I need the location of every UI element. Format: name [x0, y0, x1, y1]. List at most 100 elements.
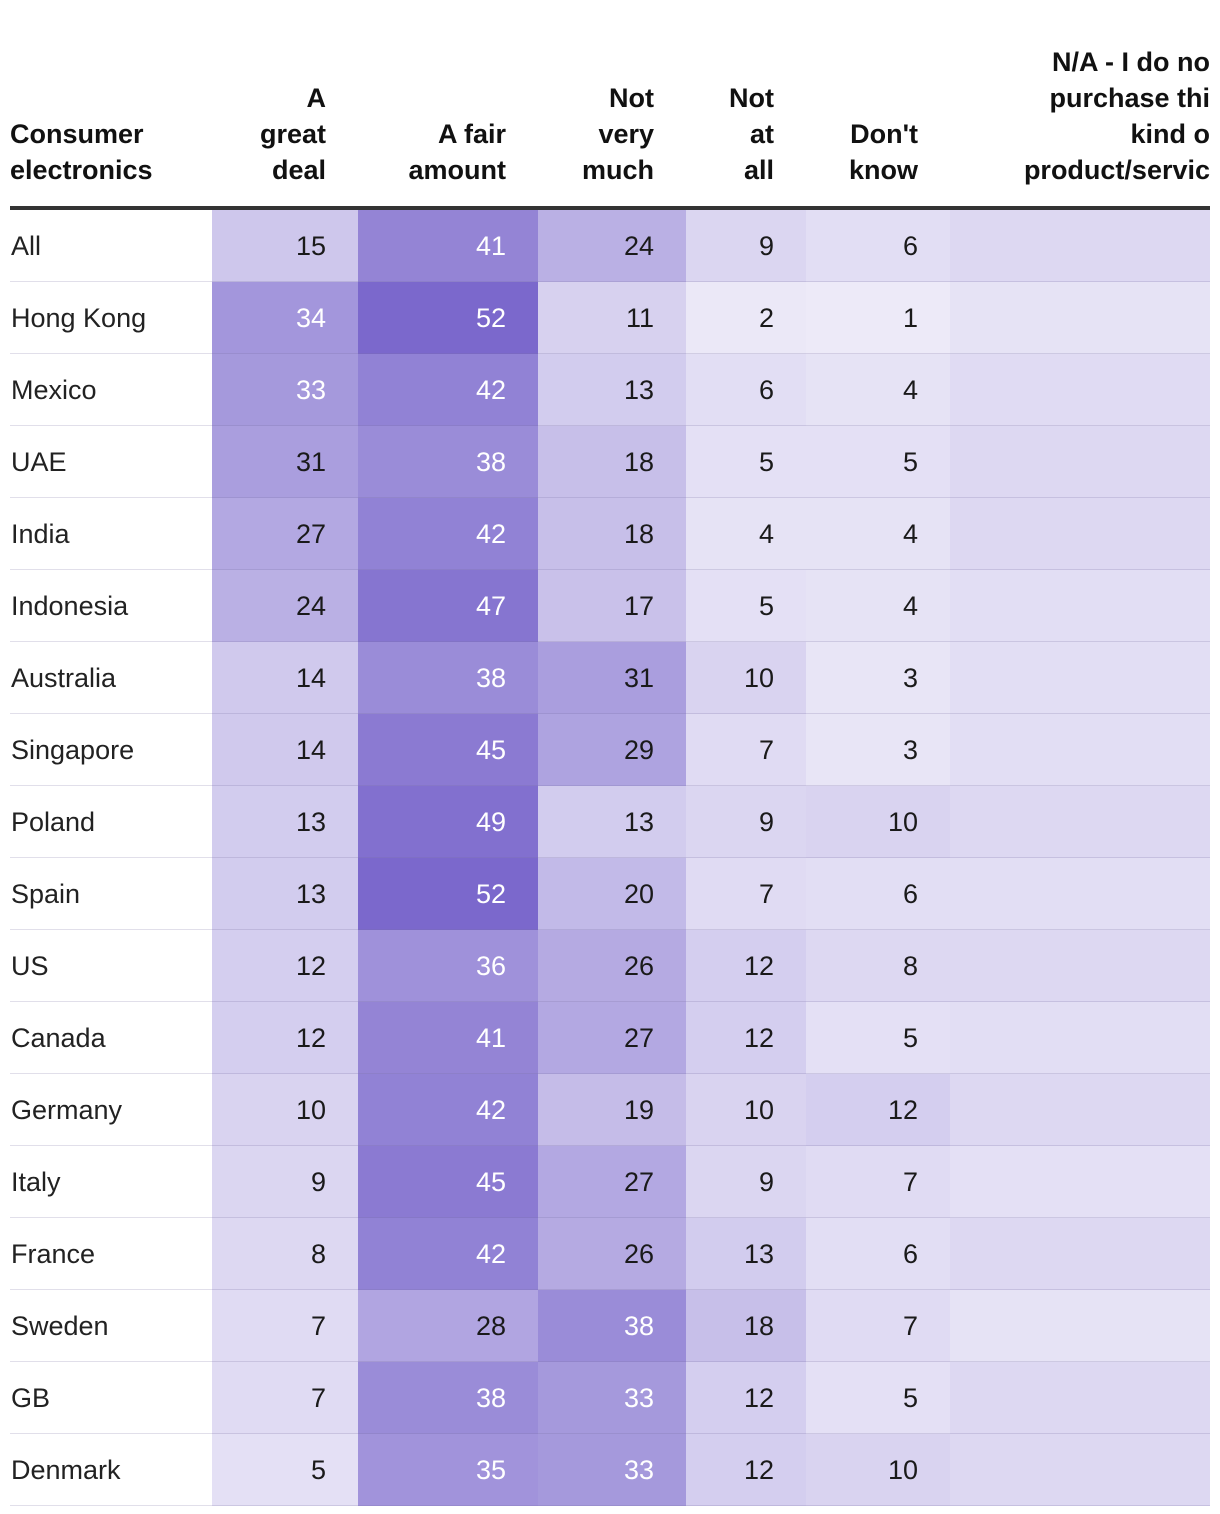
header-rule — [10, 206, 1210, 210]
value-cell: 3 — [806, 714, 950, 786]
table-row: All 15 41 24 9 6 — [10, 210, 1210, 282]
row-divider — [10, 497, 1210, 498]
row-divider — [10, 1361, 1210, 1362]
value-cell: 12 — [686, 930, 806, 1002]
value-cell-empty — [950, 1074, 1210, 1146]
row-label: Singapore — [11, 735, 135, 765]
value-cell: 36 — [358, 930, 538, 1002]
value-cell: 49 — [358, 786, 538, 858]
value-cell: 24 — [538, 210, 686, 282]
column-header-label: Not at all — [729, 83, 774, 185]
row-divider — [10, 1505, 1210, 1506]
value-cell-empty — [950, 930, 1210, 1002]
row-divider — [10, 1073, 1210, 1074]
column-header-label: A great deal — [259, 83, 326, 185]
row-divider — [10, 1217, 1210, 1218]
value-cell: 38 — [538, 1290, 686, 1362]
value-cell: 29 — [538, 714, 686, 786]
value-cell: 10 — [686, 642, 806, 714]
column-header-great-deal: A great deal — [212, 40, 358, 188]
value-cell: 19 — [538, 1074, 686, 1146]
row-divider — [10, 353, 1210, 354]
value-cell: 4 — [686, 498, 806, 570]
row-label: All — [11, 231, 42, 261]
value-cell: 45 — [358, 714, 538, 786]
value-cell: 5 — [686, 570, 806, 642]
value-cell: 12 — [686, 1002, 806, 1074]
row-divider — [10, 1145, 1210, 1146]
row-label: US — [11, 951, 49, 981]
value-cell-empty — [950, 210, 1210, 282]
value-cell: 45 — [358, 1146, 538, 1218]
value-cell: 9 — [212, 1146, 358, 1218]
table-row: Sweden 7 28 38 18 7 — [10, 1290, 1210, 1362]
value-cell: 33 — [538, 1434, 686, 1506]
row-label: Germany — [11, 1095, 123, 1125]
table-row: France 8 42 26 13 6 — [10, 1218, 1210, 1290]
value-cell-empty — [950, 786, 1210, 858]
value-cell: 41 — [358, 1002, 538, 1074]
value-cell: 10 — [806, 786, 950, 858]
row-divider — [10, 713, 1210, 714]
value-cell: 12 — [686, 1434, 806, 1506]
column-header-label: A fair amount — [408, 119, 507, 185]
value-cell: 3 — [806, 642, 950, 714]
value-cell: 26 — [538, 1218, 686, 1290]
row-divider — [10, 785, 1210, 786]
value-cell: 12 — [212, 930, 358, 1002]
value-cell: 8 — [806, 930, 950, 1002]
value-cell: 42 — [358, 1218, 538, 1290]
value-cell: 38 — [358, 426, 538, 498]
table-title-header: Consumer electronics — [10, 40, 212, 188]
value-cell: 12 — [806, 1074, 950, 1146]
value-cell: 6 — [806, 1218, 950, 1290]
value-cell: 6 — [686, 354, 806, 426]
value-cell: 13 — [212, 858, 358, 930]
value-cell-empty — [950, 858, 1210, 930]
row-label: Indonesia — [11, 591, 129, 621]
column-header-dont-know: Don't know — [806, 40, 950, 188]
value-cell: 12 — [686, 1362, 806, 1434]
value-cell-empty — [950, 642, 1210, 714]
value-cell: 27 — [212, 498, 358, 570]
column-header-fair-amount: A fair amount — [358, 40, 538, 188]
row-divider — [10, 641, 1210, 642]
value-cell: 31 — [538, 642, 686, 714]
value-cell: 34 — [212, 282, 358, 354]
value-cell: 41 — [358, 210, 538, 282]
row-label: Denmark — [11, 1455, 121, 1485]
value-cell: 7 — [212, 1362, 358, 1434]
value-cell-empty — [950, 426, 1210, 498]
value-cell: 5 — [686, 426, 806, 498]
table-row: Germany 10 42 19 10 12 — [10, 1074, 1210, 1146]
row-divider — [10, 1433, 1210, 1434]
value-cell: 8 — [212, 1218, 358, 1290]
value-cell: 15 — [212, 210, 358, 282]
value-cell: 9 — [686, 786, 806, 858]
value-cell: 7 — [686, 858, 806, 930]
table-row: Australia 14 38 31 10 3 — [10, 642, 1210, 714]
row-divider — [10, 281, 1210, 282]
table-row: Denmark 5 35 33 12 10 — [10, 1434, 1210, 1506]
value-cell: 17 — [538, 570, 686, 642]
value-cell: 9 — [686, 210, 806, 282]
row-divider — [10, 929, 1210, 930]
table-row: Italy 9 45 27 9 7 — [10, 1146, 1210, 1218]
value-cell: 18 — [686, 1290, 806, 1362]
value-cell: 24 — [212, 570, 358, 642]
table-row: Canada 12 41 27 12 5 — [10, 1002, 1210, 1074]
row-label: GB — [11, 1383, 51, 1413]
table-title: Consumer electronics — [10, 119, 153, 185]
row-label: India — [11, 519, 70, 549]
value-cell: 26 — [538, 930, 686, 1002]
value-cell: 13 — [538, 354, 686, 426]
table-row: Poland 13 49 13 9 10 — [10, 786, 1210, 858]
value-cell: 14 — [212, 642, 358, 714]
value-cell: 31 — [212, 426, 358, 498]
value-cell: 10 — [806, 1434, 950, 1506]
value-cell: 52 — [358, 858, 538, 930]
row-label: Italy — [11, 1167, 61, 1197]
value-cell: 7 — [686, 714, 806, 786]
value-cell: 6 — [806, 210, 950, 282]
value-cell-empty — [950, 570, 1210, 642]
